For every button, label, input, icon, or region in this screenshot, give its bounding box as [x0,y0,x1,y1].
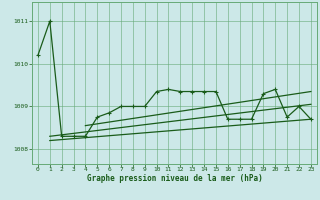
X-axis label: Graphe pression niveau de la mer (hPa): Graphe pression niveau de la mer (hPa) [86,174,262,183]
